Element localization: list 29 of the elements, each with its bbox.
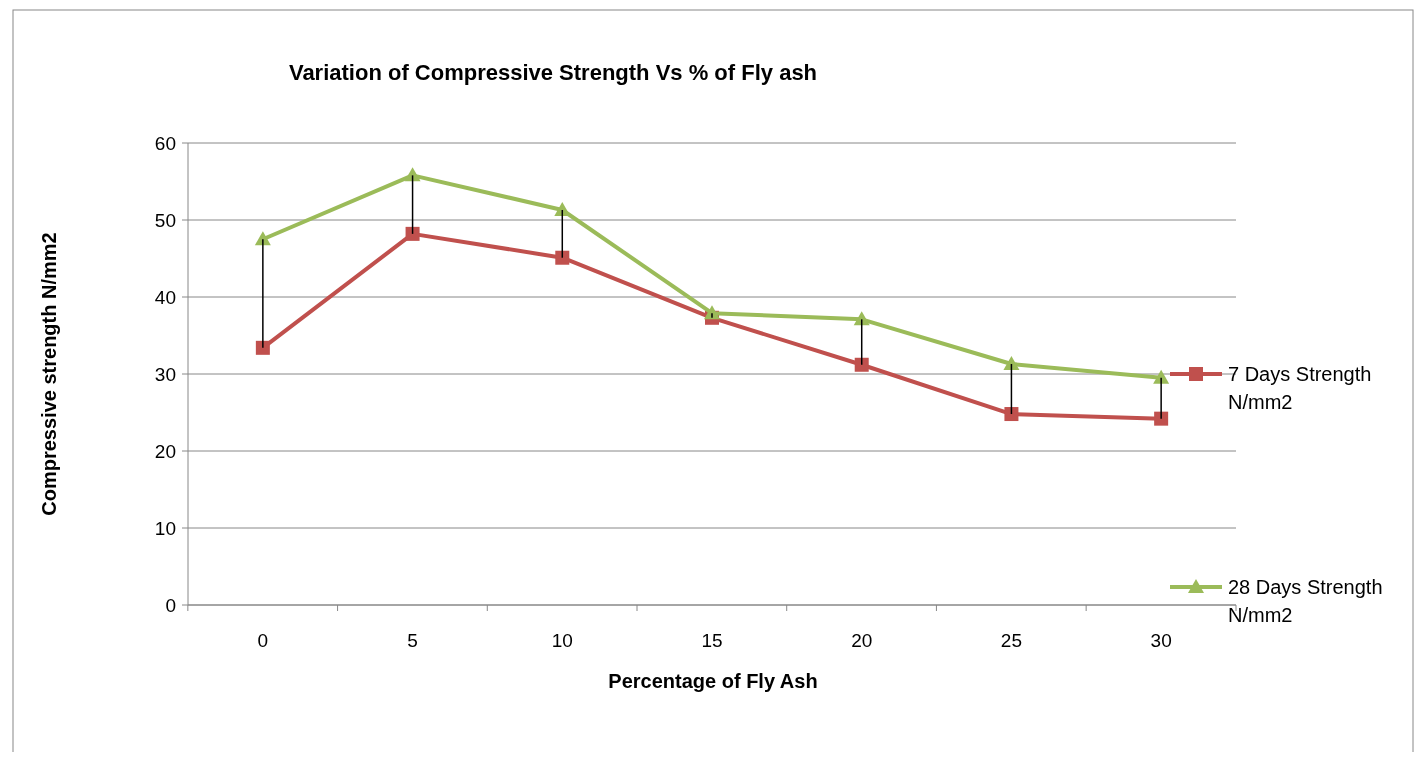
point bbox=[555, 250, 570, 265]
chart-title: Variation of Compressive Strength Vs % of Fly ash bbox=[288, 60, 818, 85]
point bbox=[853, 311, 870, 326]
x-tick-label: 25 bbox=[1000, 630, 1022, 651]
x-tick-label: 5 bbox=[407, 630, 418, 651]
point bbox=[405, 226, 420, 241]
y-tick-label: 0 bbox=[165, 594, 176, 616]
y-tick-label: 10 bbox=[154, 517, 176, 539]
y-tick-label: 40 bbox=[154, 286, 176, 308]
y-tick-label: 30 bbox=[154, 363, 176, 385]
x-tick-label: 30 bbox=[1150, 630, 1172, 651]
x-axis-title: Percentage of Fly Ash bbox=[608, 670, 818, 692]
point bbox=[1003, 355, 1020, 370]
point bbox=[704, 305, 720, 320]
point bbox=[404, 167, 421, 182]
y-axis-title: Compressive strength N/mm2 bbox=[38, 232, 60, 516]
y-tick-label: 20 bbox=[154, 440, 176, 462]
legend-label: 28 Days Strength N/mm2 bbox=[1228, 576, 1383, 626]
x-tick-label: 20 bbox=[851, 630, 873, 651]
point bbox=[255, 340, 270, 355]
x-tick-label: 0 bbox=[257, 630, 269, 651]
legend-label: 7 Days Strength N/mm2 bbox=[1228, 363, 1372, 413]
point bbox=[854, 357, 869, 372]
y-tick-label: 60 bbox=[154, 132, 176, 154]
x-tick-label: 15 bbox=[701, 630, 723, 651]
y-tick-label: 50 bbox=[154, 209, 176, 231]
x-tick-label: 10 bbox=[551, 630, 573, 651]
point bbox=[1154, 411, 1169, 426]
point bbox=[1004, 407, 1019, 422]
